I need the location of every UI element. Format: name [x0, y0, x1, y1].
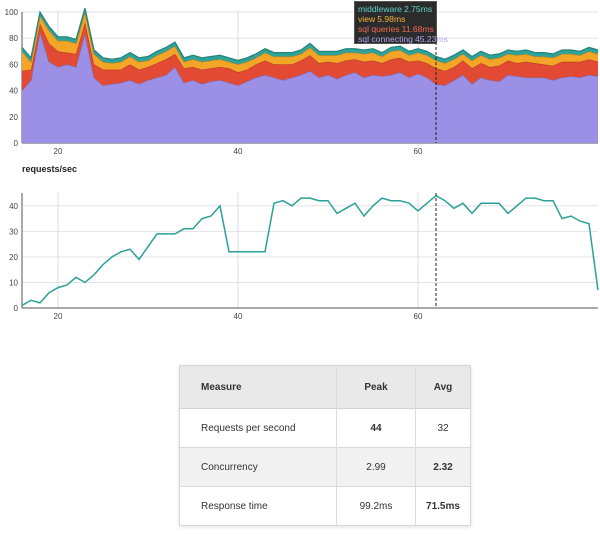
- tooltip-series-value: 45.23: [414, 34, 437, 44]
- table-row: Requests per second 44 32: [179, 408, 471, 448]
- tooltip-series-unit: ms: [436, 34, 448, 44]
- tooltip-series-value: 11.68: [401, 24, 423, 34]
- tooltip-series-value: 2.75: [403, 4, 421, 14]
- y-tick-label: 40: [9, 202, 18, 211]
- table-header-row: Measure Peak Avg: [179, 365, 471, 409]
- y-tick-label: 100: [5, 8, 19, 17]
- cell-avg: 2.32: [415, 447, 471, 487]
- tooltip-series-name: view: [358, 14, 376, 24]
- tooltip-series-name: sql queries: [358, 24, 400, 34]
- tooltip-series-unit: ms: [420, 4, 433, 14]
- tooltip-series-name: sql connecting: [358, 34, 413, 44]
- cell-measure: Response time: [179, 486, 337, 526]
- hover-tooltip: middleware 2.75ms view 5.98ms sql queries 1…: [354, 1, 448, 44]
- column-header-peak: Peak: [336, 365, 416, 409]
- tooltip-series-unit: ms: [393, 14, 406, 24]
- tooltip-row-view: view 5.98ms: [358, 14, 433, 24]
- cell-avg: 71.5ms: [415, 486, 471, 526]
- y-tick-label: 0: [14, 139, 19, 148]
- y-tick-label: 20: [9, 113, 18, 122]
- area-series-view: [22, 12, 598, 73]
- y-tick-label: 30: [9, 227, 18, 236]
- y-tick-label: 20: [9, 253, 18, 262]
- y-tick-label: 10: [9, 278, 18, 287]
- column-header-avg: Avg: [415, 365, 471, 409]
- x-tick-label: 20: [54, 147, 63, 156]
- cell-measure: Concurrency: [179, 447, 337, 487]
- tooltip-series-unit: ms: [422, 24, 434, 34]
- x-tick-label: 40: [234, 312, 243, 321]
- x-tick-label: 60: [414, 147, 423, 156]
- area-series-middleware: [22, 8, 598, 65]
- chart-title: requests/sec: [22, 164, 77, 174]
- stats-table: Measure Peak Avg Requests per second 44 …: [179, 365, 471, 526]
- cell-peak: 2.99: [336, 447, 416, 487]
- charts-canvas: 0 20 40 60 80 100 20 40 60 0 10 20 30 40 20 40 60 reques…: [5, 2, 599, 321]
- y-tick-label: 60: [9, 60, 18, 69]
- x-tick-label: 20: [54, 312, 63, 321]
- table-row: Concurrency 2.99 2.32: [179, 447, 471, 487]
- y-tick-label: 80: [9, 34, 18, 43]
- tooltip-series-value: 5.98: [377, 14, 394, 24]
- x-tick-label: 60: [414, 312, 423, 321]
- cell-peak: 99.2ms: [336, 486, 416, 526]
- y-tick-label: 0: [14, 304, 19, 313]
- response-time-area-chart[interactable]: 0 20 40 60 80 100 20 40 60: [5, 2, 599, 156]
- cell-avg: 32: [415, 408, 471, 448]
- cell-peak: 44: [336, 408, 416, 448]
- cell-measure: Requests per second: [179, 408, 337, 448]
- tooltip-row-middleware: middleware 2.75ms: [358, 4, 433, 14]
- area-series-edge: [21, 7, 599, 62]
- table-row: Response time 99.2ms 71.5ms: [179, 486, 471, 526]
- tooltip-row-sql-connecting: sql connecting 45.23ms: [358, 34, 448, 44]
- x-tick-label: 40: [234, 147, 243, 156]
- y-tick-label: 40: [9, 87, 18, 96]
- area-series-sql-queries: [22, 22, 598, 91]
- requests-series-line: [21, 194, 599, 307]
- tooltip-series-name: middleware: [358, 4, 402, 14]
- column-header-measure: Measure: [179, 365, 337, 409]
- tooltip-row-sql-queries: sql queries 11.68ms: [358, 24, 434, 34]
- requests-per-sec-line-chart[interactable]: 0 10 20 30 40 20 40 60 requests/sec: [9, 164, 599, 321]
- area-series-sql-connecting: [22, 31, 598, 144]
